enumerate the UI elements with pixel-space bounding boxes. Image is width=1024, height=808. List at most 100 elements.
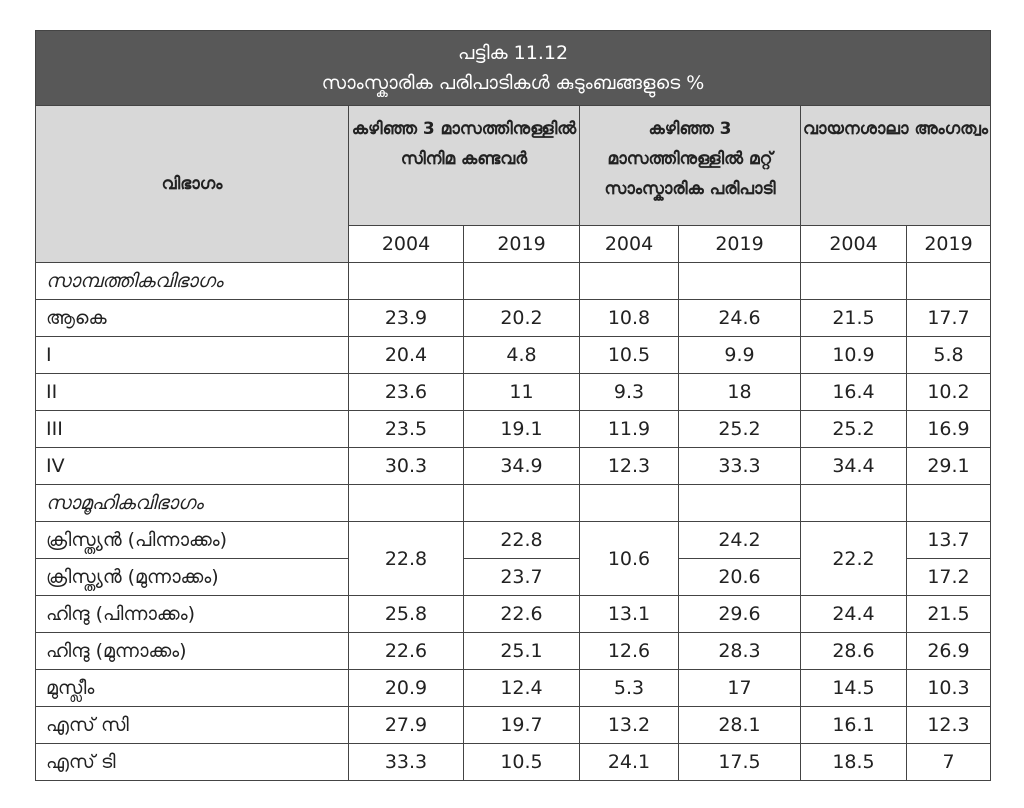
year-header: 2004 [800, 225, 907, 263]
table-cell [579, 262, 679, 300]
table-cell: 20.4 [348, 336, 464, 374]
table-cell: 13.1 [579, 595, 679, 633]
row-label: ഹിന്ദു (പിന്നാക്കം) [35, 595, 349, 633]
year-header: 2019 [906, 225, 991, 263]
row-label: ഹിന്ദു (മുന്നാക്കം) [35, 632, 349, 670]
table-cell: 12.3 [906, 706, 991, 744]
row-label: IV [35, 447, 349, 485]
table-cell: 12.6 [579, 632, 679, 670]
table-cell: 7 [906, 743, 991, 781]
table-row: ഹിന്ദു (മുന്നാക്കം) 22.6 25.1 12.6 28.3 28.6 2… [35, 632, 991, 670]
table-cell: 10.8 [579, 299, 679, 337]
table-cell: 10.5 [463, 743, 580, 781]
table-cell: 24.4 [800, 595, 907, 633]
table-cell: 20.9 [348, 669, 464, 707]
table-cell: 27.9 [348, 706, 464, 744]
table-cell: 13.2 [579, 706, 679, 744]
table-row: ക്രിസ്ത്യൻ (പിന്നാക്കം) 22.8 22.8 10.6 24.2 2… [35, 521, 991, 596]
category-header: വിഭാഗം [35, 105, 349, 263]
table-cell [463, 484, 580, 522]
table-cell: 10.3 [906, 669, 991, 707]
table-cell: 22.8 [463, 521, 580, 559]
year-header: 2019 [463, 225, 580, 263]
table-cell: 16.9 [906, 410, 991, 448]
table-cell: 33.3 [678, 447, 801, 485]
year-header: 2004 [348, 225, 464, 263]
table-cell: 19.7 [463, 706, 580, 744]
table-cell: 23.5 [348, 410, 464, 448]
section-row: സാമൂഹികവിഭാഗം [35, 484, 991, 522]
table-cell: 4.8 [463, 336, 580, 374]
table-cell: 14.5 [800, 669, 907, 707]
table-row: IV 30.3 34.9 12.3 33.3 34.4 29.1 [35, 447, 991, 485]
table-cell: 29.1 [906, 447, 991, 485]
table-cell [348, 484, 464, 522]
row-label: എസ് സി [35, 706, 349, 744]
table-cell: 10.9 [800, 336, 907, 374]
table-cell: 25.2 [800, 410, 907, 448]
row-label: I [35, 336, 349, 374]
table-cell: 11.9 [579, 410, 679, 448]
section-label: സാമൂഹികവിഭാഗം [35, 484, 349, 522]
table-cell: 17.7 [906, 299, 991, 337]
row-label: ആകെ [35, 299, 349, 337]
row-label: ക്രിസ്ത്യൻ (മുന്നാക്കം) [35, 558, 349, 596]
table-cell: 26.9 [906, 632, 991, 670]
table-cell: 24.2 [678, 521, 801, 559]
table-row: I 20.4 4.8 10.5 9.9 10.9 5.8 [35, 336, 991, 374]
table-title: പട്ടിക 11.12 സാംസ്കാരിക പരിപാടികൾ കുടുംബ… [35, 30, 991, 106]
table-cell [906, 262, 991, 300]
table-cell: 5.8 [906, 336, 991, 374]
table-cell: 28.1 [678, 706, 801, 744]
table-cell [348, 262, 464, 300]
table-cell: 17 [678, 669, 801, 707]
group-header-other-events: കഴിഞ്ഞ 3 മാസത്തിനുള്ളിൽ മറ്റ് സാംസ്കാരിക… [579, 105, 801, 226]
table-cell: 18.5 [800, 743, 907, 781]
table-cell: 24.6 [678, 299, 801, 337]
table-cell: 22.6 [348, 632, 464, 670]
table-row: ക്രിസ്ത്യൻ (മുന്നാക്കം) 23.7 20.6 17.2 [35, 558, 991, 596]
row-label: II [35, 373, 349, 411]
table-cell: 10.6 [579, 521, 679, 596]
table-cell: 21.5 [800, 299, 907, 337]
table-cell: 13.7 [906, 521, 991, 559]
table-cell: 23.6 [348, 373, 464, 411]
row-label: മുസ്ലീം [35, 669, 349, 707]
table-cell: 29.6 [678, 595, 801, 633]
table-row: ഹിന്ദു (പിന്നാക്കം) 25.8 22.6 13.1 29.6 24.4 2… [35, 595, 991, 633]
table-cell: 22.2 [800, 521, 907, 596]
table-cell: 10.5 [579, 336, 679, 374]
table-row: എസ് ടി 33.3 10.5 24.1 17.5 18.5 7 [35, 743, 991, 781]
table-cell: 28.3 [678, 632, 801, 670]
table-cell: 24.1 [579, 743, 679, 781]
table-row: ആകെ 23.9 20.2 10.8 24.6 21.5 17.7 [35, 299, 991, 337]
table-cell [678, 262, 801, 300]
row-label: III [35, 410, 349, 448]
table-cell: 25.8 [348, 595, 464, 633]
table-caption: സാംസ്കാരിക പരിപാടികൾ കുടുംബങ്ങളുടെ % [321, 72, 705, 94]
table-cell: 23.7 [463, 558, 580, 596]
table-cell: 21.5 [906, 595, 991, 633]
table-cell: 11 [463, 373, 580, 411]
table-cell: 22.6 [463, 595, 580, 633]
table-cell: 33.3 [348, 743, 464, 781]
row-label: എസ് ടി [35, 743, 349, 781]
table-cell: 25.2 [678, 410, 801, 448]
table-cell: 23.9 [348, 299, 464, 337]
table-cell: 18 [678, 373, 801, 411]
table-cell: 17.5 [678, 743, 801, 781]
table-row: എസ് സി 27.9 19.7 13.2 28.1 16.1 12.3 [35, 706, 991, 744]
table-cell: 34.9 [463, 447, 580, 485]
row-label: ക്രിസ്ത്യൻ (പിന്നാക്കം) [35, 521, 349, 559]
table-row: III 23.5 19.1 11.9 25.2 25.2 16.9 [35, 410, 991, 448]
table-cell [463, 262, 580, 300]
section-row: സാമ്പത്തികവിഭാഗം [35, 262, 991, 300]
table-cell: 17.2 [906, 558, 991, 596]
table-cell: 16.1 [800, 706, 907, 744]
table-cell: 34.4 [800, 447, 907, 485]
table-row: മുസ്ലീം 20.9 12.4 5.3 17 14.5 10.3 [35, 669, 991, 707]
table-cell: 16.4 [800, 373, 907, 411]
data-table: പട്ടിക 11.12 സാംസ്കാരിക പരിപാടികൾ കുടുംബ… [35, 30, 991, 781]
table-cell: 28.6 [800, 632, 907, 670]
year-header: 2004 [579, 225, 679, 263]
